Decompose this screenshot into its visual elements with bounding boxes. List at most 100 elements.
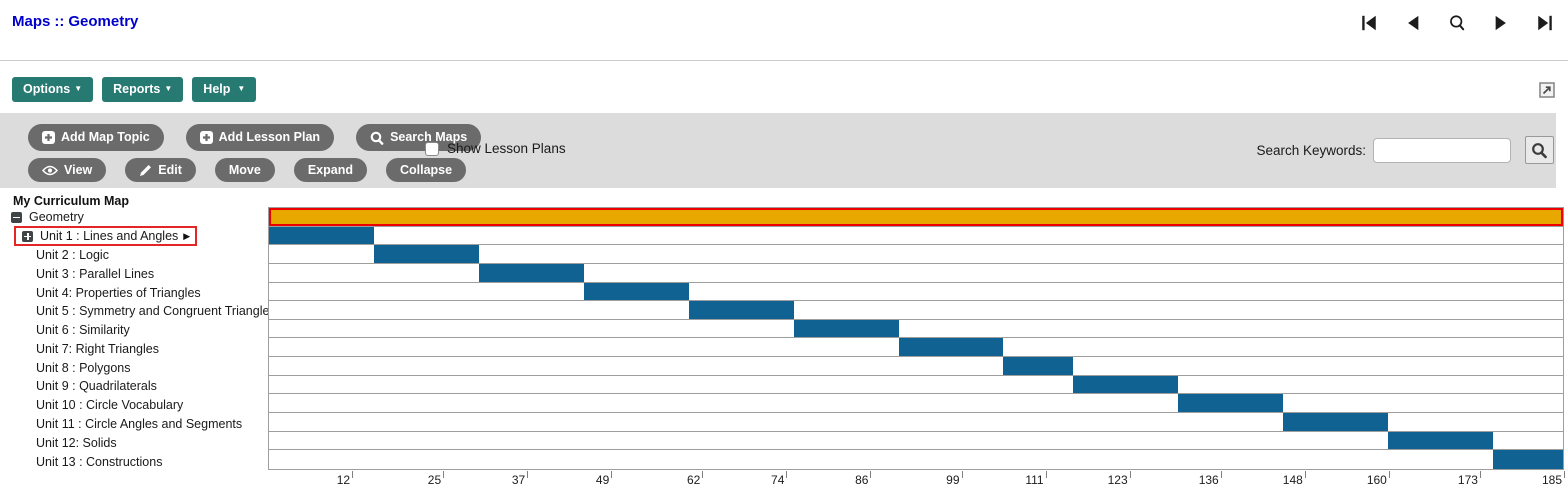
expand-button[interactable]: Expand [293,158,367,182]
breadcrumb-separator: :: [54,13,65,30]
tree-item-unit-7[interactable]: Unit 7: Right Triangles [0,339,268,358]
tree-item-unit-9[interactable]: Unit 9 : Quadrilaterals [0,377,268,396]
gantt-row-unit-12 [269,431,1563,451]
unit-12-duration-bar[interactable] [1388,431,1494,450]
plus-icon [42,131,55,144]
axis-tick-label: 160 [1366,473,1387,487]
gantt-row-unit-13 [269,450,1563,469]
tree-item-label: Geometry [29,210,84,225]
axis-tick-mark [443,471,445,478]
plus-icon [199,131,213,144]
tree-item-unit-8[interactable]: Unit 8 : Polygons [0,358,268,377]
add-lesson-plan-button[interactable]: Add Lesson Plan [185,124,335,151]
unit-1-duration-bar[interactable] [269,226,374,245]
view-button[interactable]: View [28,158,107,182]
first-record-icon[interactable] [1360,13,1378,33]
unit-5-duration-bar[interactable] [688,301,794,319]
unit-2-duration-bar[interactable] [373,245,479,263]
next-record-icon[interactable] [1492,13,1510,33]
tree-item-unit-1[interactable]: Unit 1 : Lines and Angles ▶ [0,226,268,247]
popout-window-icon[interactable] [1539,82,1555,98]
previous-record-icon[interactable] [1404,13,1422,33]
gantt-row-unit-4 [269,282,1563,302]
axis-tick-mark [961,471,963,478]
tree-item-label: Unit 3 : Parallel Lines [36,266,155,281]
tree-item-unit-10[interactable]: Unit 10 : Circle Vocabulary [0,396,268,415]
axis-tick-label: 74 [771,473,785,487]
breadcrumb: Maps:: Geometry [12,13,138,30]
search-keywords-group: Search Keywords: [1256,136,1554,164]
collapse-node-icon[interactable] [11,211,22,223]
collapse-button[interactable]: Collapse [385,158,467,182]
unit-6-duration-bar[interactable] [793,319,899,338]
axis-tick-mark [870,471,872,478]
search-icon [1532,142,1547,158]
options-menu-button[interactable]: Options ▼ [12,77,94,102]
unit-8-duration-bar[interactable] [1003,357,1074,375]
show-lesson-plans-label[interactable]: Show Lesson Plans [447,141,566,156]
unit-11-duration-bar[interactable] [1283,412,1389,431]
reports-menu-button[interactable]: Reports ▼ [102,77,184,102]
unit-13-duration-bar[interactable] [1493,450,1563,469]
axis-tick-label: 86 [855,473,869,487]
axis-tick-mark [1220,471,1222,478]
gantt-row-unit-6 [269,319,1563,339]
unit-3-duration-bar[interactable] [478,263,584,282]
map-toolbar: Add Map Topic Add Lesson Plan Search Map… [0,113,1556,188]
tree-item-unit-4[interactable]: Unit 4: Properties of Triangles [0,283,268,302]
tree-item-unit-5[interactable]: Unit 5 : Symmetry and Congruent Triangle… [0,302,276,321]
tree-item-label: Unit 8 : Polygons [36,360,131,375]
chevron-down-icon: ▼ [164,84,173,94]
unit-7-duration-bar[interactable] [898,338,1004,356]
axis-tick-mark [1564,471,1565,478]
tree-item-label: Unit 9 : Quadrilaterals [36,379,157,394]
search-maps-button[interactable]: Search Maps [356,124,482,151]
add-map-topic-button[interactable]: Add Map Topic [28,124,164,151]
axis-tick-mark [702,471,704,478]
tree-rows: Geometry Unit 1 : Lines and Angles ▶ Unit … [0,208,276,471]
axis-tick-mark [527,471,529,478]
axis-tick-label: 62 [686,473,701,487]
tree-item-geometry[interactable]: Geometry [0,208,268,227]
axis-tick-mark [1304,471,1306,478]
tree-item-unit-2[interactable]: Unit 2 : Logic [0,246,268,265]
expand-node-icon[interactable] [22,230,33,242]
last-record-icon[interactable] [1536,13,1554,33]
help-menu-button[interactable]: Help ▼ [192,77,257,102]
axis-tick-label: 99 [946,473,960,487]
tree-item-unit-11[interactable]: Unit 11 : Circle Angles and Segments [0,415,268,434]
gantt-chart [268,207,1564,470]
header-divider [0,60,1568,61]
gantt-row-unit-2 [269,245,1563,264]
search-icon[interactable] [1448,13,1466,33]
axis-tick-label: 12 [336,473,351,487]
axis-tick-mark [352,471,354,478]
gantt-row-unit-3 [269,263,1563,283]
breadcrumb-maps-link[interactable]: Maps [12,13,51,30]
search-keywords-input[interactable] [1373,137,1511,163]
search-submit-button[interactable] [1525,136,1554,164]
gantt-row-unit-11 [269,412,1563,432]
gantt-row-unit-7 [269,338,1563,357]
breadcrumb-current-link[interactable]: Geometry [68,13,139,30]
unit-4-duration-bar[interactable] [583,282,689,301]
tree-item-unit-13[interactable]: Unit 13 : Constructions [0,452,268,471]
edit-button[interactable]: Edit [125,158,196,182]
tree-item-unit-3[interactable]: Unit 3 : Parallel Lines [0,264,268,283]
axis-tick-mark [786,471,788,478]
tree-item-label: Unit 11 : Circle Angles and Segments [36,416,243,431]
tree-item-label: Unit 6 : Similarity [36,323,130,338]
axis-tick-mark [1479,471,1481,478]
unit-10-duration-bar[interactable] [1178,394,1284,412]
show-lesson-plans-checkbox[interactable] [425,141,439,156]
unit-9-duration-bar[interactable] [1073,375,1179,394]
tree-item-label: Unit 7: Right Triangles [36,341,159,356]
move-button[interactable]: Move [214,158,275,182]
axis-tick-label: 123 [1107,473,1128,487]
tree-item-unit-12[interactable]: Unit 12: Solids [0,433,268,452]
chevron-down-icon: ▼ [74,84,83,94]
root-duration-bar[interactable] [269,208,1563,226]
tree-item-unit-6[interactable]: Unit 6 : Similarity [0,321,268,340]
axis-tick-label: 111 [1025,473,1044,487]
gantt-row-unit-10 [269,394,1563,413]
